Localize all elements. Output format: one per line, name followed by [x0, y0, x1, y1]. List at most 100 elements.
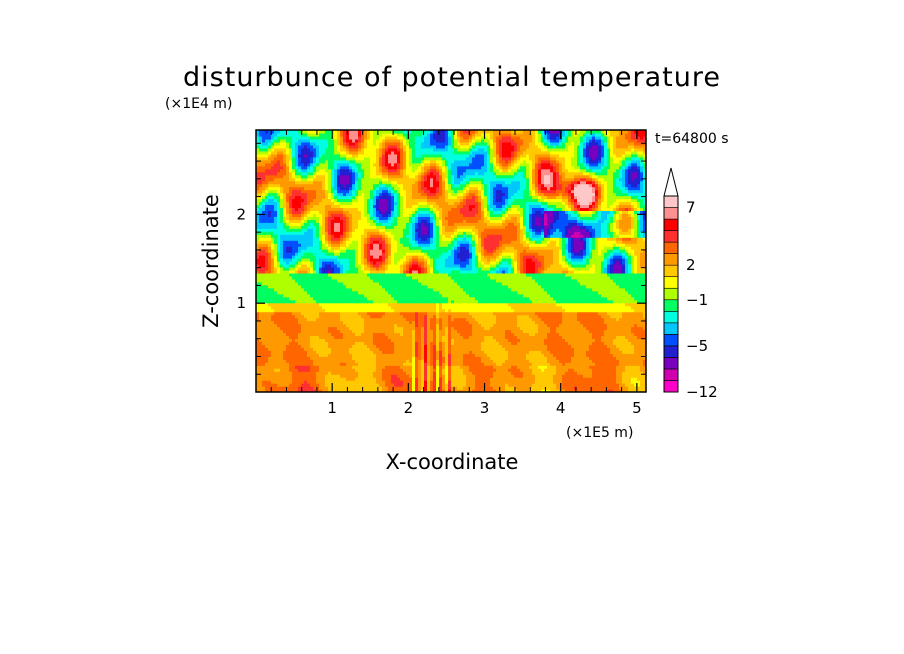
field-cell	[643, 374, 646, 378]
field-cell	[367, 389, 371, 392]
field-cell	[547, 377, 551, 381]
field-cell	[619, 365, 623, 369]
field-cell	[355, 374, 359, 378]
field-cell	[271, 356, 275, 360]
field-cell	[277, 386, 281, 390]
field-cell	[556, 377, 560, 381]
field-cell	[607, 380, 611, 384]
field-cell	[475, 386, 479, 390]
field-cell	[511, 374, 515, 378]
field-cell	[379, 371, 383, 375]
field-cell	[274, 380, 278, 384]
field-cell	[349, 359, 353, 363]
field-cell	[400, 389, 404, 392]
field-cell	[580, 377, 584, 381]
field-cell	[421, 374, 425, 378]
field-cell	[259, 359, 263, 363]
field-cell	[499, 386, 503, 390]
field-cell	[427, 362, 431, 366]
field-cell	[328, 362, 332, 366]
field-cell	[556, 359, 560, 363]
field-cell	[412, 377, 416, 381]
field-cell	[349, 368, 353, 372]
field-cell	[550, 386, 554, 390]
field-cell	[349, 353, 353, 357]
field-cell	[532, 377, 536, 381]
field-cell	[280, 374, 284, 378]
field-cell	[478, 368, 482, 372]
field-cell	[319, 386, 323, 390]
field-cell	[364, 359, 368, 363]
field-cell	[514, 356, 518, 360]
field-cell	[628, 365, 632, 369]
field-cell	[262, 356, 266, 360]
field-cell	[472, 353, 476, 357]
field-cell	[613, 365, 617, 369]
field-cell	[421, 386, 425, 390]
field-cell	[571, 359, 575, 363]
field-cell	[409, 359, 413, 363]
field-cell	[565, 362, 569, 366]
field-cell	[532, 362, 536, 366]
field-cell	[394, 353, 398, 357]
field-cell	[511, 365, 515, 369]
field-cell	[544, 371, 548, 375]
field-cell	[391, 356, 395, 360]
field-cell	[538, 389, 542, 392]
field-cell	[526, 386, 530, 390]
field-cell	[394, 356, 398, 360]
field-cell	[562, 380, 566, 384]
field-cell	[571, 389, 575, 392]
field-cell	[298, 380, 302, 384]
field-cell	[298, 386, 302, 390]
field-cell	[307, 386, 311, 390]
field-cell	[271, 389, 275, 392]
field-cell	[325, 365, 329, 369]
field-cell	[409, 374, 413, 378]
field-cell	[382, 377, 386, 381]
field-cell	[583, 362, 587, 366]
field-cell	[580, 386, 584, 390]
field-cell	[268, 380, 272, 384]
field-cell	[376, 377, 380, 381]
field-cell	[592, 368, 596, 372]
field-cell	[481, 353, 485, 357]
field-cell	[349, 386, 353, 390]
field-cell	[307, 359, 311, 363]
field-cell	[322, 359, 326, 363]
field-cell	[457, 356, 461, 360]
field-cell	[328, 368, 332, 372]
field-cell	[445, 389, 449, 392]
field-cell	[520, 389, 524, 392]
field-cell	[313, 389, 317, 392]
field-cell	[631, 368, 635, 372]
field-cell	[439, 356, 443, 360]
field-cell	[469, 383, 473, 387]
field-cell	[280, 386, 284, 390]
field-cell	[307, 362, 311, 366]
field-cell	[556, 380, 560, 384]
field-cell	[499, 374, 503, 378]
field-cell	[637, 362, 641, 366]
field-cell	[577, 359, 581, 363]
field-cell	[574, 368, 578, 372]
field-cell	[463, 359, 467, 363]
field-cell	[529, 383, 533, 387]
field-cell	[625, 374, 629, 378]
field-cell	[502, 365, 506, 369]
field-cell	[430, 362, 434, 366]
field-cell	[292, 368, 296, 372]
field-cell	[610, 356, 614, 360]
field-cell	[304, 374, 308, 378]
field-cell	[490, 368, 494, 372]
field-cell	[412, 353, 416, 357]
field-cell	[523, 389, 527, 392]
field-cell	[394, 380, 398, 384]
field-cell	[298, 374, 302, 378]
field-cell	[382, 365, 386, 369]
field-cell	[451, 377, 455, 381]
field-cell	[313, 353, 317, 357]
field-cell	[541, 371, 545, 375]
field-cell	[502, 374, 506, 378]
field-cell	[571, 386, 575, 390]
